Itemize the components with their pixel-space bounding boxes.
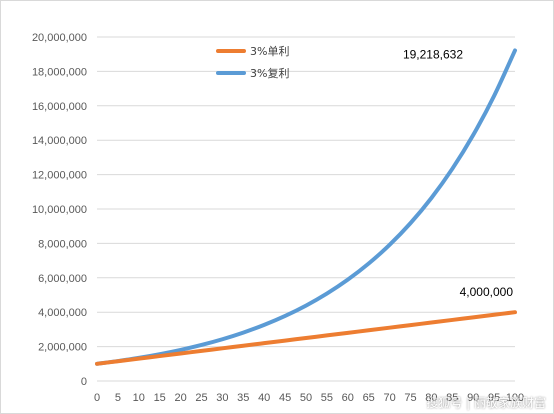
y-axis-ticks: 0 2,000,000 4,000,000 6,000,000 8,000,000 10,… bbox=[32, 32, 87, 388]
x-tick-label: 100 bbox=[506, 392, 524, 404]
data-label: 4,000,000 bbox=[460, 285, 514, 299]
x-tick-label: 45 bbox=[279, 392, 291, 404]
watermark: 搜狐号 | 丽敬家族财富 bbox=[426, 396, 546, 410]
x-tick-label: 60 bbox=[342, 392, 354, 404]
x-tick-label: 70 bbox=[383, 392, 395, 404]
y-tick-label: 14,000,000 bbox=[32, 135, 87, 147]
x-tick-label: 80 bbox=[425, 392, 437, 404]
x-tick-label: 25 bbox=[195, 392, 207, 404]
x-tick-label: 5 bbox=[115, 392, 121, 404]
legend-label: 3%单利 bbox=[250, 45, 289, 58]
y-tick-label: 2,000,000 bbox=[38, 342, 87, 354]
y-tick-label: 18,000,000 bbox=[32, 66, 87, 78]
y-tick-label: 12,000,000 bbox=[32, 170, 87, 182]
data-annotations: 19,218,632 4,000,000 bbox=[403, 47, 513, 299]
y-tick-label: 16,000,000 bbox=[32, 101, 87, 113]
legend-label: 3%复利 bbox=[250, 66, 289, 80]
x-tick-label: 90 bbox=[467, 392, 479, 404]
x-tick-label: 40 bbox=[258, 392, 270, 404]
x-tick-label: 55 bbox=[321, 392, 333, 404]
chart-legend: 3%单利 3%复利 bbox=[216, 45, 289, 80]
series-lines bbox=[95, 48, 517, 366]
x-tick-label: 50 bbox=[300, 392, 312, 404]
y-tick-label: 10,000,000 bbox=[32, 204, 87, 216]
x-tick-label: 85 bbox=[446, 392, 458, 404]
y-tick-label: 20,000,000 bbox=[32, 32, 87, 44]
x-tick-label: 15 bbox=[154, 392, 166, 404]
gridlines bbox=[97, 36, 515, 382]
x-tick-label: 65 bbox=[363, 392, 375, 404]
x-tick-label: 20 bbox=[174, 392, 186, 404]
x-tick-label: 35 bbox=[237, 392, 249, 404]
x-tick-label: 10 bbox=[133, 392, 145, 404]
x-tick-label: 75 bbox=[404, 392, 416, 404]
series-line-0 bbox=[95, 310, 517, 366]
y-tick-label: 0 bbox=[81, 376, 87, 388]
series-line-1 bbox=[95, 48, 517, 366]
x-axis-ticks: 0 5 10 15 20 25 30 35 40 45 50 55 60 65 70 75 80 85 90 95 10… bbox=[94, 392, 524, 404]
x-tick-label: 30 bbox=[216, 392, 228, 404]
x-tick-label: 95 bbox=[488, 392, 500, 404]
data-label: 19,218,632 bbox=[403, 47, 463, 61]
y-tick-label: 4,000,000 bbox=[38, 307, 87, 319]
y-tick-label: 8,000,000 bbox=[38, 238, 87, 250]
x-tick-label: 0 bbox=[94, 392, 100, 404]
y-tick-label: 6,000,000 bbox=[38, 273, 87, 285]
